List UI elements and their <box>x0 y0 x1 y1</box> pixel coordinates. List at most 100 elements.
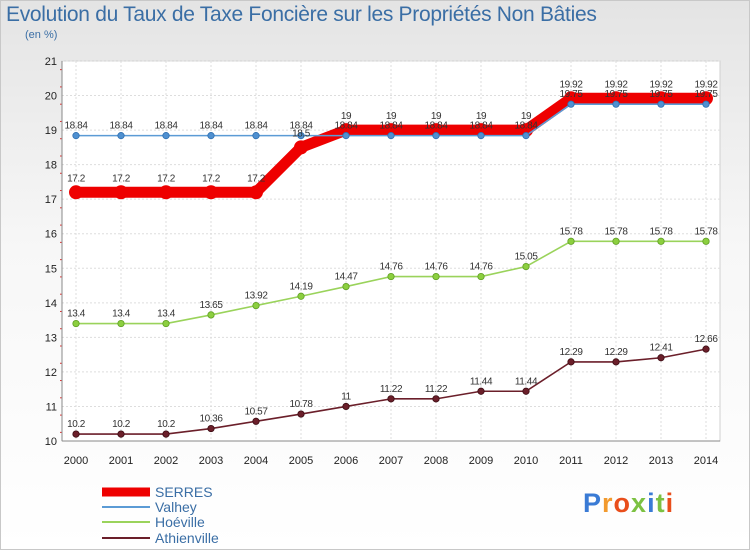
data-label-athienville: 10.2 <box>112 419 131 430</box>
data-point-athienville <box>252 417 260 425</box>
data-point-valhey <box>657 100 665 108</box>
data-label-hoeville: 14.76 <box>424 262 448 273</box>
data-point-valhey <box>612 100 620 108</box>
data-label-athienville: 12.29 <box>604 347 628 358</box>
data-point-hoeville <box>432 272 440 281</box>
data-label-hoeville: 14.76 <box>469 262 493 273</box>
x-tick-label: 2009 <box>469 455 493 467</box>
data-point-serres <box>69 185 83 200</box>
data-point-hoeville <box>702 237 710 245</box>
data-point-valhey <box>432 132 440 140</box>
data-point-athienville <box>477 387 485 395</box>
x-tick-label: 2006 <box>334 455 358 467</box>
data-point-hoeville <box>72 319 80 328</box>
data-point-hoeville <box>117 319 125 328</box>
data-point-hoeville <box>162 319 170 328</box>
x-tick-label: 2002 <box>154 455 178 467</box>
data-label-valhey: 18.84 <box>244 121 268 132</box>
data-point-hoeville <box>207 311 215 319</box>
data-label-athienville: 11.44 <box>515 376 538 387</box>
data-label-serres: 17.2 <box>202 173 221 184</box>
data-label-athienville: 11.22 <box>380 384 403 395</box>
data-label-hoeville: 13.4 <box>112 309 131 320</box>
y-tick-label: 17 <box>45 194 57 206</box>
x-tick-label: 2000 <box>64 455 88 467</box>
legend-label-serres: SERRES <box>155 484 213 500</box>
data-point-hoeville <box>297 292 305 300</box>
data-point-serres <box>564 91 578 106</box>
data-point-valhey <box>72 132 80 140</box>
y-tick-label: 11 <box>46 401 57 413</box>
data-label-hoeville: 13.4 <box>157 309 176 320</box>
data-point-serres <box>654 91 668 106</box>
data-point-athienville <box>297 410 305 418</box>
data-point-athienville <box>432 395 440 403</box>
data-point-hoeville <box>522 262 530 271</box>
x-tick-label: 2004 <box>244 455 268 467</box>
data-point-hoeville <box>612 237 620 245</box>
legend-label-valhey: Valhey <box>155 499 197 515</box>
data-point-valhey <box>342 132 350 140</box>
data-point-hoeville <box>477 272 485 281</box>
data-point-serres <box>429 123 443 138</box>
data-point-athienville <box>72 430 80 438</box>
logo-letter: x <box>631 488 648 518</box>
y-tick-label: 14 <box>45 298 57 310</box>
data-point-hoeville <box>342 282 350 291</box>
data-label-serres: 17.2 <box>157 173 176 184</box>
data-label-serres: 17.2 <box>112 173 131 184</box>
x-tick-label: 2001 <box>109 455 133 467</box>
data-label-serres: 19 <box>386 111 397 122</box>
data-point-valhey <box>117 132 125 140</box>
data-point-athienville <box>117 430 125 438</box>
proxiti-logo: Proxiti <box>583 488 674 519</box>
y-tick-label: 12 <box>45 367 57 379</box>
y-tick-label: 10 <box>45 436 57 448</box>
data-label-athienville: 12.66 <box>694 334 718 345</box>
y-tick-label: 13 <box>45 332 57 344</box>
data-point-serres <box>204 185 218 200</box>
data-label-hoeville: 14.76 <box>379 262 403 273</box>
data-point-valhey <box>477 132 485 140</box>
data-label-athienville: 10.57 <box>244 406 268 417</box>
data-point-athienville <box>207 424 215 433</box>
data-point-athienville <box>162 430 170 438</box>
data-label-hoeville: 14.47 <box>334 272 358 283</box>
data-label-hoeville: 15.78 <box>604 226 628 237</box>
data-point-valhey <box>567 100 575 108</box>
x-tick-label: 2013 <box>649 455 673 467</box>
data-point-athienville <box>522 387 530 395</box>
data-label-valhey: 18.84 <box>109 121 133 132</box>
x-tick-label: 2003 <box>199 455 223 467</box>
data-point-hoeville <box>387 272 395 281</box>
data-point-serres <box>159 185 173 200</box>
data-point-athienville <box>702 345 710 353</box>
y-tick-label: 15 <box>45 263 57 275</box>
data-point-serres <box>339 123 353 138</box>
data-point-athienville <box>657 354 665 362</box>
logo-letter: r <box>602 488 614 518</box>
data-label-serres: 19.92 <box>649 79 673 90</box>
data-label-athienville: 11.22 <box>425 384 448 395</box>
data-point-valhey <box>702 100 710 108</box>
data-label-serres: 19 <box>521 111 532 122</box>
data-point-valhey <box>207 132 215 140</box>
data-point-valhey <box>252 132 260 140</box>
data-label-hoeville: 15.78 <box>559 226 583 237</box>
data-label-valhey: 19.75 <box>649 89 673 100</box>
legend-label-hoeville: Hoéville <box>155 514 205 530</box>
data-point-serres <box>249 185 263 200</box>
data-label-hoeville: 13.4 <box>67 309 86 320</box>
x-tick-label: 2010 <box>514 455 538 467</box>
data-point-valhey <box>162 132 170 140</box>
logo-letter: o <box>613 488 632 518</box>
data-point-serres <box>609 91 623 106</box>
data-point-serres <box>474 123 488 138</box>
data-label-valhey: 18.84 <box>154 121 178 132</box>
data-label-valhey: 18.84 <box>199 121 223 132</box>
data-label-valhey: 19.75 <box>559 89 583 100</box>
y-tick-label: 19 <box>45 125 57 137</box>
data-point-athienville <box>342 402 350 411</box>
data-point-valhey <box>387 132 395 140</box>
data-label-serres: 19 <box>431 111 442 122</box>
